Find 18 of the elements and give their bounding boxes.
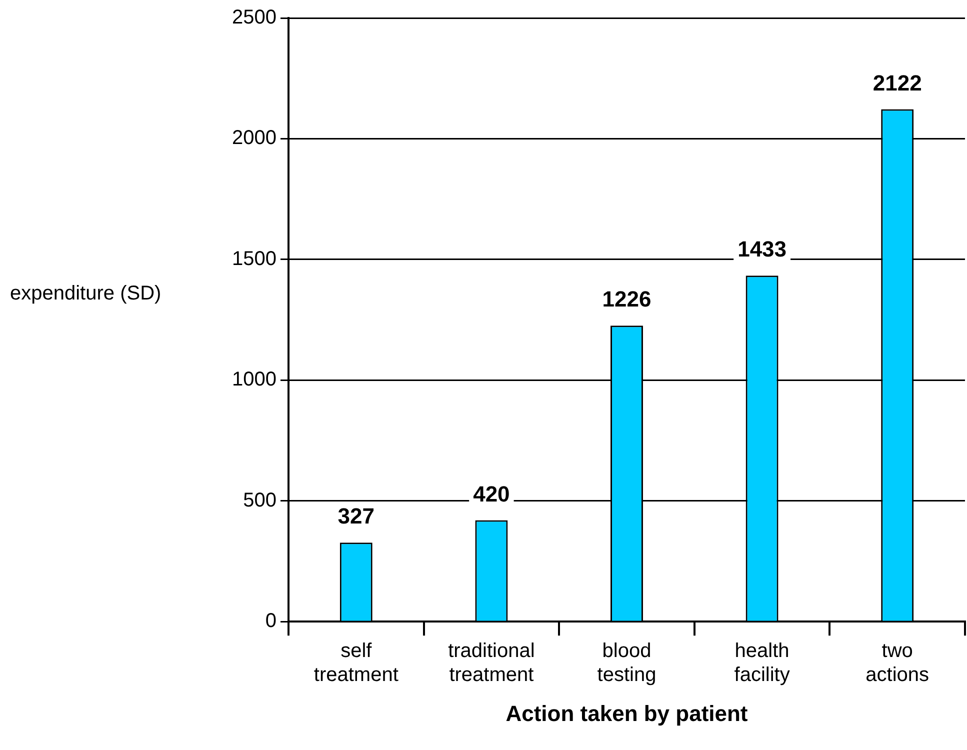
y-tick-label: 0 (265, 610, 276, 632)
x-tick-label: self treatment (314, 640, 399, 686)
data-label: 327 (338, 504, 374, 529)
y-tick-label: 500 (243, 489, 276, 512)
y-axis-title: expenditure (SD) (10, 282, 162, 304)
y-tick-label: 2500 (232, 6, 276, 29)
x-axis-title: Action taken by patient (506, 700, 748, 726)
data-label: 420 (473, 481, 510, 506)
x-tick-label: traditional treatment (448, 640, 535, 686)
x-tick-label: health facility (734, 640, 790, 686)
y-tick-label: 1000 (232, 368, 276, 391)
data-label: 1226 (602, 286, 652, 312)
data-label: 1433 (738, 236, 787, 262)
y-tick-label: 2000 (232, 127, 276, 150)
x-tick-label: blood testing (597, 640, 656, 686)
x-tick-label: two actions (866, 640, 930, 686)
y-tick-label: 1500 (232, 248, 276, 270)
data-label: 2122 (872, 70, 922, 96)
